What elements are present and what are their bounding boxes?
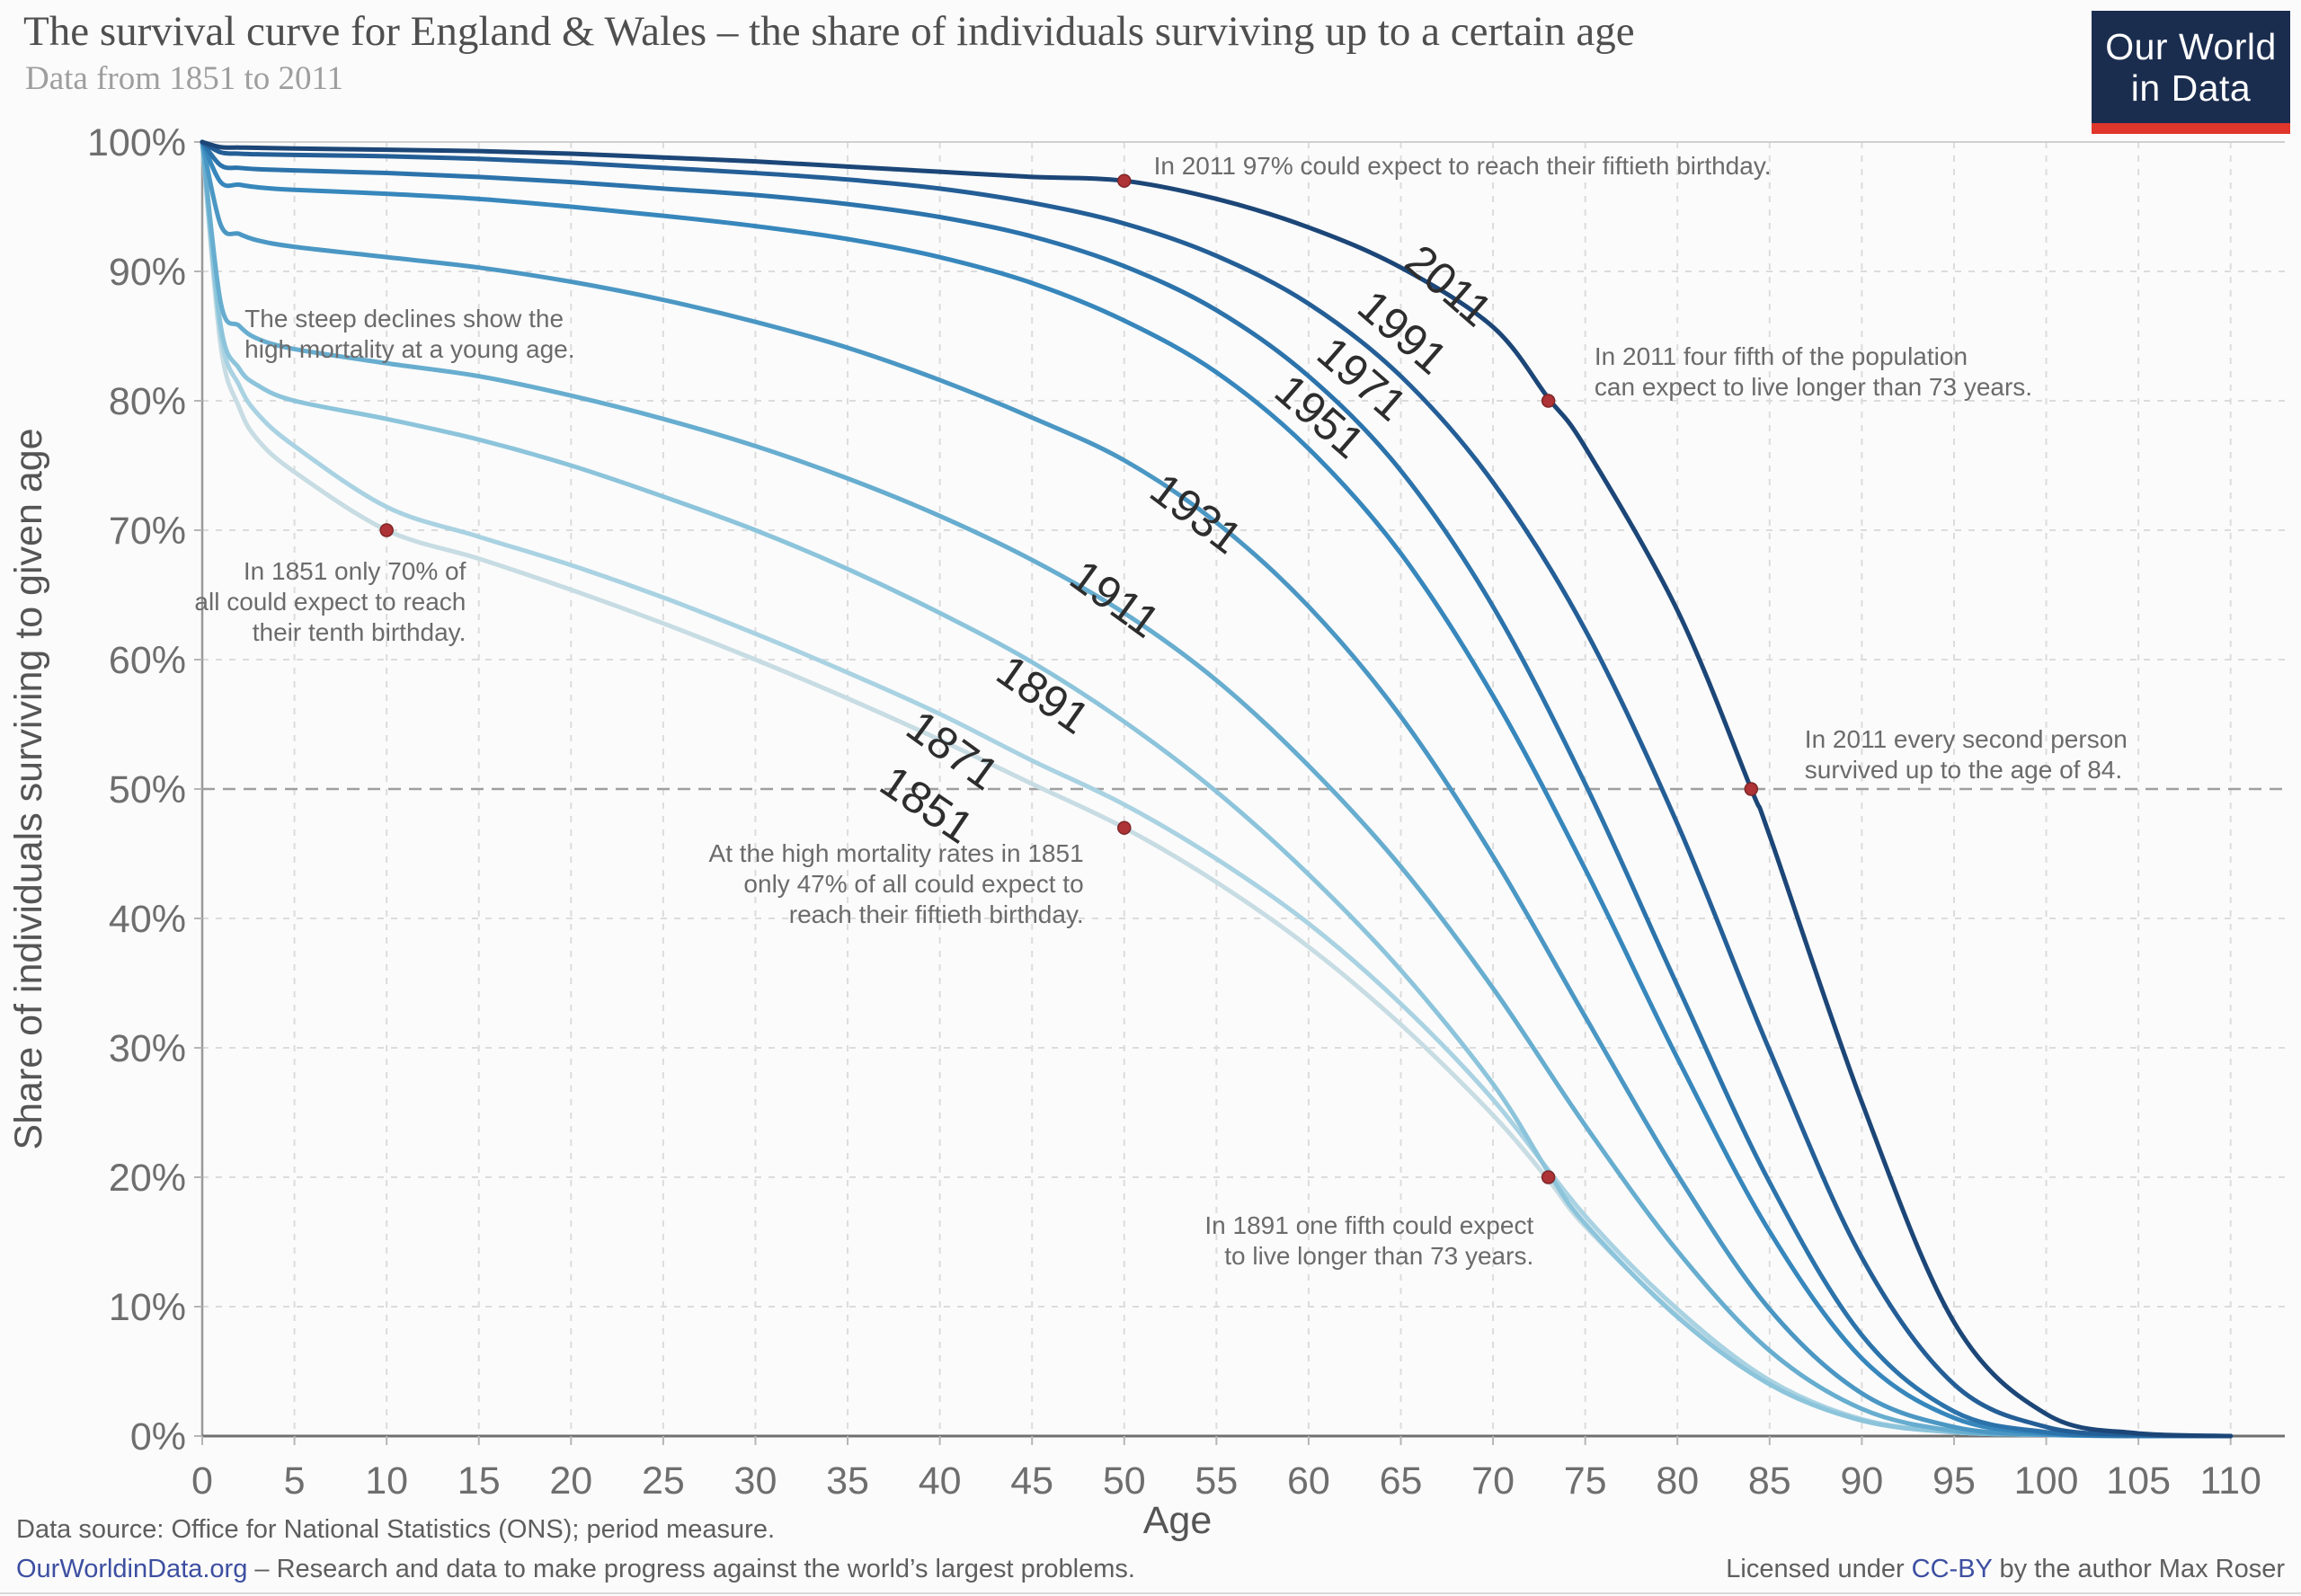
owid-logo-line1: Our World — [2105, 25, 2277, 67]
dot-one-fifth-1891 — [1541, 1170, 1556, 1184]
x-tick-label-25: 25 — [642, 1459, 685, 1503]
y-tick-label-80: 80% — [109, 380, 186, 423]
x-tick-label-0: 0 — [191, 1459, 213, 1503]
y-tick-label-40: 40% — [109, 898, 186, 941]
survival-curve-1891 — [200, 139, 2234, 1439]
logo-red-bar — [2092, 123, 2290, 134]
license-prefix: Licensed under — [1726, 1555, 1912, 1583]
x-tick-label-20: 20 — [549, 1459, 592, 1503]
annotation-steep-declines: The steep declines show the high mortalit… — [244, 305, 575, 363]
page-subtitle: Data from 1851 to 2011 — [25, 60, 344, 97]
x-tick-label-90: 90 — [1840, 1459, 1883, 1503]
x-tick-label-85: 85 — [1748, 1459, 1791, 1503]
dot-reach-fifty-2011 — [1117, 173, 1132, 188]
x-tick-label-35: 35 — [826, 1459, 869, 1503]
x-tick-label-10: 10 — [365, 1459, 408, 1503]
x-tick-label-30: 30 — [734, 1459, 777, 1503]
x-tick-label-80: 80 — [1656, 1459, 1699, 1503]
data-source-note: Data source: Office for National Statist… — [16, 1515, 776, 1544]
page-title: The survival curve for England & Wales –… — [23, 8, 1635, 55]
x-tick-label-70: 70 — [1471, 1459, 1515, 1503]
survival-curve-2011 — [200, 139, 2234, 1439]
y-tick-label-30: 30% — [109, 1027, 186, 1070]
dot-tenth-birthday-1851 — [379, 523, 394, 537]
annotation-tenth-birthday-1851: In 1851 only 70% of all could expect to r… — [194, 556, 466, 646]
y-tick-label-50: 50% — [109, 768, 186, 811]
x-tick-label-110: 110 — [2199, 1459, 2261, 1503]
site-tagline-text: – Research and data to make progress aga… — [247, 1555, 1135, 1583]
y-tick-label-90: 90% — [109, 251, 186, 294]
x-tick-label-105: 105 — [2106, 1459, 2171, 1503]
x-tick-label-60: 60 — [1287, 1459, 1330, 1503]
x-tick-label-50: 50 — [1103, 1459, 1146, 1503]
survival-curve-1951 — [200, 139, 2234, 1439]
x-tick-label-45: 45 — [1010, 1459, 1053, 1503]
license-line: Licensed under CC-BY by the author Max R… — [1726, 1555, 2285, 1584]
dot-four-fifth-2011 — [1541, 394, 1556, 408]
ourworldindata-link[interactable]: OurWorldinData.org — [16, 1555, 248, 1583]
survival-curve-1931 — [200, 139, 2234, 1439]
x-tick-label-15: 15 — [458, 1459, 501, 1503]
site-tagline-line: OurWorldinData.org – Research and data t… — [16, 1555, 1135, 1584]
dot-fiftieth-birthday-1851 — [1117, 820, 1132, 835]
y-tick-label-60: 60% — [109, 639, 186, 682]
x-tick-label-55: 55 — [1195, 1459, 1238, 1503]
dot-second-person-2011 — [1744, 782, 1759, 796]
x-tick-label-95: 95 — [1932, 1459, 1976, 1503]
annotation-reach-fifty-2011: In 2011 97% could expect to reach their … — [1153, 152, 1772, 181]
y-tick-label-0: 0% — [130, 1415, 186, 1459]
cc-by-link[interactable]: CC-BY — [1911, 1555, 1993, 1583]
annotation-second-person-2011: In 2011 every second person survived up t… — [1804, 725, 2128, 784]
x-tick-label-65: 65 — [1380, 1459, 1423, 1503]
x-axis-title: Age — [1143, 1499, 1213, 1542]
y-tick-label-10: 10% — [109, 1286, 186, 1329]
x-tick-label-100: 100 — [2014, 1459, 2079, 1503]
y-tick-label-100: 100% — [87, 121, 186, 164]
y-tick-label-70: 70% — [109, 510, 186, 553]
annotation-fiftieth-birthday-1851: At the high mortality rates in 1851 only … — [708, 838, 1084, 928]
owid-logo-line2: in Data — [2130, 66, 2252, 109]
x-tick-label-5: 5 — [284, 1459, 306, 1503]
y-tick-label-20: 20% — [109, 1157, 186, 1200]
survival-curve-1911 — [200, 139, 2234, 1439]
x-tick-label-75: 75 — [1564, 1459, 1607, 1503]
survival-curve-1971 — [200, 139, 2234, 1439]
x-tick-label-40: 40 — [919, 1459, 962, 1503]
y-axis-title: Share of individuals surviving to given … — [7, 428, 50, 1149]
annotation-four-fifth-2011: In 2011 four fifth of the population can … — [1594, 341, 2033, 401]
survival-curve-1991 — [200, 139, 2234, 1439]
bottom-border — [0, 1592, 2301, 1594]
owid-logo: Our World in Data — [2092, 11, 2290, 134]
license-suffix: by the author Max Roser — [1992, 1555, 2285, 1583]
annotation-one-fifth-1891: In 1891 one fifth could expect to live lo… — [1204, 1211, 1534, 1271]
